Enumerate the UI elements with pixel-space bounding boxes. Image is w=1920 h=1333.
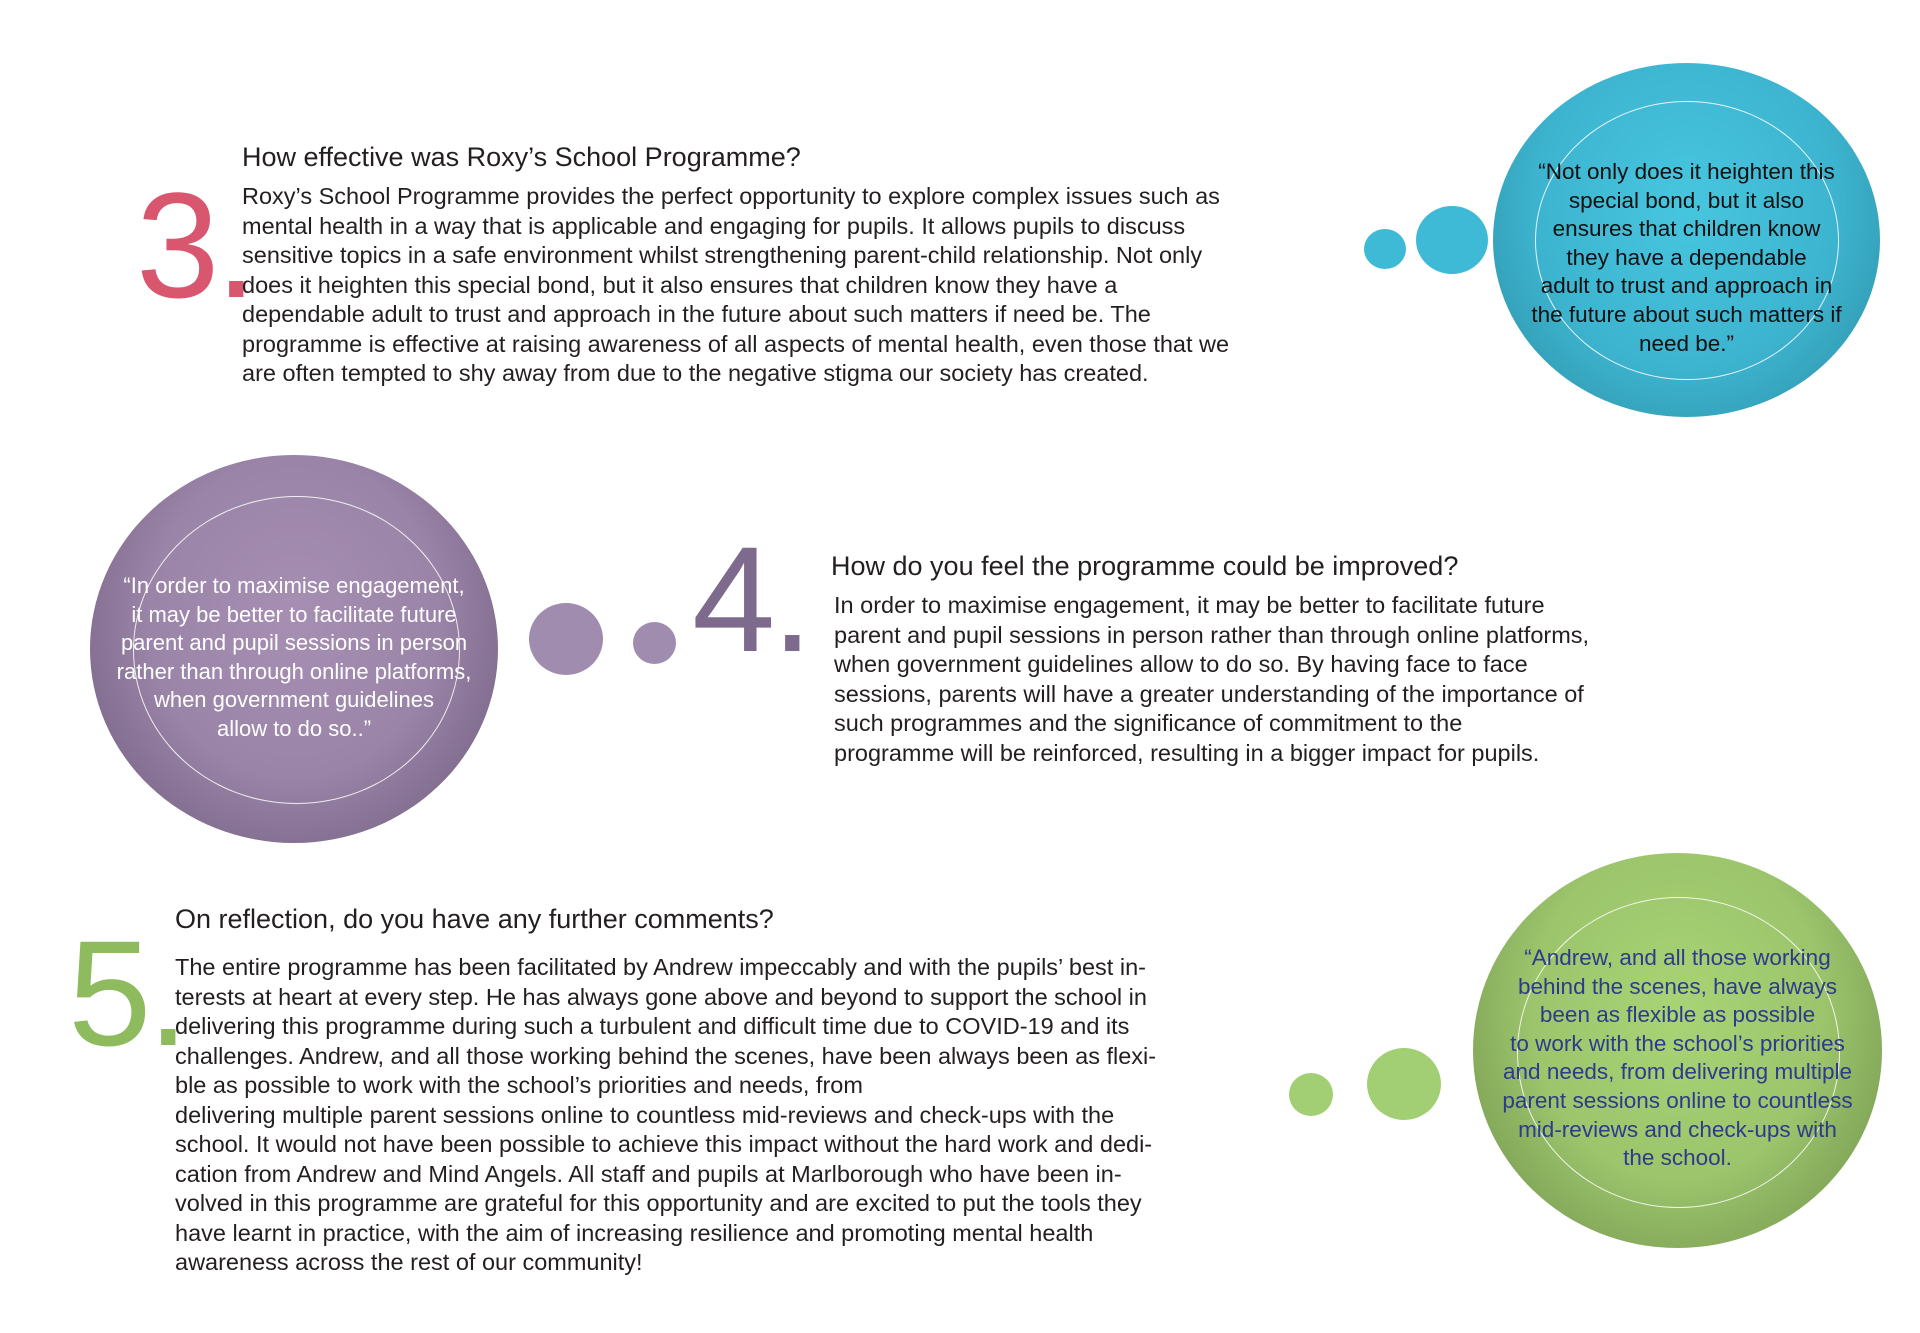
thought-dot-small — [1364, 229, 1406, 269]
section-3-body: Roxy’s School Programme provides the per… — [242, 182, 1229, 389]
thought-dot-large — [529, 603, 603, 675]
quote-line: the school. — [1623, 1145, 1732, 1171]
body-line: dependable adult to trust and approach i… — [242, 301, 1151, 327]
quote-line: parent and pupil sessions in person — [120, 630, 468, 656]
quote-bubble-ring — [1517, 897, 1840, 1208]
section-5-number: 5. — [68, 909, 189, 1077]
quote-line: the future about such matters if — [1531, 301, 1842, 327]
body-line: have learnt in practice, with the aim of… — [175, 1219, 1094, 1246]
body-line: sensitive topics in a safe environment w… — [242, 242, 1203, 268]
body-line: does it heighten this special bond, but … — [242, 271, 1118, 298]
body-line: volved in this programme are grateful fo… — [175, 1190, 1142, 1216]
quote-line: behind the scenes, have always — [1518, 973, 1837, 999]
quote-line: “In order to maximise engagement, — [123, 573, 465, 598]
body-line: such programmes and the significance of … — [834, 710, 1463, 736]
quote-line: ensures that children know — [1552, 216, 1821, 242]
section-5-quote: “Andrew, and all those working behind th… — [1473, 944, 1882, 1173]
quote-line: parent sessions online to countless — [1502, 1087, 1853, 1113]
quote-line: mid-reviews and check-ups with — [1518, 1116, 1837, 1142]
body-line: challenges. Andrew, and all those workin… — [175, 1042, 1157, 1069]
body-line: ble as possible to work with the school’… — [175, 1072, 863, 1098]
section-3-heading: How effective was Roxy’s School Programm… — [242, 142, 801, 172]
body-line: delivering this programme during such a … — [175, 1013, 1130, 1039]
quote-line: been as flexible as possible — [1539, 1002, 1816, 1028]
body-line: when government guidelines allow to do s… — [834, 651, 1528, 677]
quote-line: it may be better to facilitate future — [131, 601, 457, 627]
body-line: are often tempted to shy away from due t… — [242, 360, 1149, 386]
section-3-quote: “Not only does it heighten this special … — [1493, 158, 1880, 358]
quote-line: they have a dependable — [1566, 244, 1807, 270]
section-4-number: 4. — [692, 515, 813, 683]
section-4-quote: “In order to maximise engagement, it may… — [90, 572, 498, 744]
thought-dot-small — [1289, 1073, 1333, 1116]
quote-line: “Andrew, and all those working — [1524, 945, 1831, 970]
quote-line: adult to trust and approach in — [1540, 273, 1833, 299]
quote-line: allow to do so..” — [216, 715, 372, 741]
body-line: delivering multiple parent sessions onli… — [175, 1101, 1115, 1128]
thought-dot-small — [633, 622, 676, 664]
quote-line: need be.” — [1638, 330, 1735, 356]
quote-line: “Not only does it heighten this — [1538, 159, 1835, 184]
quote-bubble-ring — [1535, 101, 1839, 380]
section-3-number: 3. — [136, 161, 257, 329]
quote-line: to work with the school’s priorities — [1510, 1030, 1845, 1056]
body-line: school. It would not have been possible … — [175, 1131, 1153, 1157]
section-4-heading: How do you feel the programme could be i… — [831, 551, 1459, 581]
body-line: mental health in a way that is applicabl… — [242, 212, 1186, 239]
body-line: Roxy’s School Programme provides the per… — [242, 183, 1220, 209]
body-line: The entire programme has been facilitate… — [175, 954, 1146, 980]
thought-dot-large — [1367, 1048, 1441, 1120]
quote-line: special bond, but it also — [1568, 187, 1805, 213]
body-line: cation from Andrew and Mind Angels. All … — [175, 1160, 1122, 1187]
body-line: awareness across the rest of our communi… — [175, 1249, 643, 1275]
body-line: In order to maximise engagement, it may … — [834, 592, 1545, 618]
quote-bubble-ring — [133, 496, 460, 804]
section-5-heading: On reflection, do you have any further c… — [175, 904, 774, 934]
quote-line: rather than through online platforms, — [116, 658, 472, 684]
body-line: programme is effective at raising awaren… — [242, 330, 1230, 357]
body-line: terests at heart at every step. He has a… — [175, 983, 1147, 1010]
body-line: sessions, parents will have a greater un… — [834, 680, 1584, 707]
body-line: programme will be reinforced, resulting … — [834, 739, 1540, 766]
section-5-body: The entire programme has been facilitate… — [175, 953, 1156, 1278]
section-4-body: In order to maximise engagement, it may … — [834, 591, 1589, 768]
thought-dot-large — [1416, 206, 1488, 274]
quote-line: and needs, from delivering multiple — [1503, 1059, 1852, 1085]
quote-line: when government guidelines — [153, 687, 435, 713]
body-line: parent and pupil sessions in person rath… — [834, 621, 1590, 648]
